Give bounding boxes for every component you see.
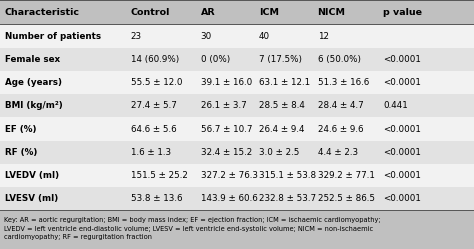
- Text: 252.5 ± 86.5: 252.5 ± 86.5: [318, 194, 374, 203]
- Bar: [0, 164, 474, 187]
- Text: 40: 40: [259, 32, 270, 41]
- Text: 56.7 ± 10.7: 56.7 ± 10.7: [201, 124, 252, 133]
- Text: 55.5 ± 12.0: 55.5 ± 12.0: [131, 78, 182, 87]
- Text: 32.4 ± 15.2: 32.4 ± 15.2: [201, 148, 252, 157]
- Text: 53.8 ± 13.6: 53.8 ± 13.6: [131, 194, 182, 203]
- Text: 7 (17.5%): 7 (17.5%): [259, 55, 302, 64]
- Text: 26.1 ± 3.7: 26.1 ± 3.7: [201, 101, 246, 110]
- Text: <0.0001: <0.0001: [383, 194, 421, 203]
- Text: 63.1 ± 12.1: 63.1 ± 12.1: [259, 78, 310, 87]
- Text: 315.1 ± 53.8: 315.1 ± 53.8: [259, 171, 316, 180]
- Text: 329.2 ± 77.1: 329.2 ± 77.1: [318, 171, 374, 180]
- Bar: [0, 24, 474, 48]
- Bar: [0, 141, 474, 164]
- Text: 6 (50.0%): 6 (50.0%): [318, 55, 361, 64]
- Text: 28.5 ± 8.4: 28.5 ± 8.4: [259, 101, 305, 110]
- Text: Characteristic: Characteristic: [5, 8, 80, 17]
- Text: 0 (0%): 0 (0%): [201, 55, 230, 64]
- Text: EF (%): EF (%): [5, 124, 36, 133]
- Text: 4.4 ± 2.3: 4.4 ± 2.3: [318, 148, 358, 157]
- Text: Control: Control: [131, 8, 170, 17]
- Text: <0.0001: <0.0001: [383, 78, 421, 87]
- Text: ICM: ICM: [259, 8, 279, 17]
- Text: 23: 23: [131, 32, 142, 41]
- Text: 64.6 ± 5.6: 64.6 ± 5.6: [131, 124, 176, 133]
- Text: p value: p value: [383, 8, 422, 17]
- Text: 14 (60.9%): 14 (60.9%): [131, 55, 179, 64]
- Bar: [0, 48, 474, 71]
- Text: <0.0001: <0.0001: [383, 55, 421, 64]
- Bar: [0, 94, 474, 117]
- Text: <0.0001: <0.0001: [383, 148, 421, 157]
- Text: 327.2 ± 76.3: 327.2 ± 76.3: [201, 171, 257, 180]
- Text: RF (%): RF (%): [5, 148, 37, 157]
- Text: 3.0 ± 2.5: 3.0 ± 2.5: [259, 148, 299, 157]
- Text: 12: 12: [318, 32, 328, 41]
- Text: 0.441: 0.441: [383, 101, 408, 110]
- Text: <0.0001: <0.0001: [383, 124, 421, 133]
- Bar: [0, 117, 474, 141]
- Text: LVESV (ml): LVESV (ml): [5, 194, 58, 203]
- Text: 143.9 ± 60.6: 143.9 ± 60.6: [201, 194, 257, 203]
- Bar: [0, 71, 474, 94]
- Text: Female sex: Female sex: [5, 55, 60, 64]
- Text: AR: AR: [201, 8, 215, 17]
- Text: 39.1 ± 16.0: 39.1 ± 16.0: [201, 78, 252, 87]
- Text: <0.0001: <0.0001: [383, 171, 421, 180]
- Text: LVEDV (ml): LVEDV (ml): [5, 171, 59, 180]
- Text: 27.4 ± 5.7: 27.4 ± 5.7: [131, 101, 177, 110]
- Text: Key: AR = aortic regurgitation; BMI = body mass index; EF = ejection fraction; I: Key: AR = aortic regurgitation; BMI = bo…: [4, 217, 380, 241]
- Bar: [0, 210, 474, 249]
- Text: 24.6 ± 9.6: 24.6 ± 9.6: [318, 124, 363, 133]
- Text: 1.6 ± 1.3: 1.6 ± 1.3: [131, 148, 171, 157]
- Text: 232.8 ± 53.7: 232.8 ± 53.7: [259, 194, 316, 203]
- Text: NICM: NICM: [318, 8, 346, 17]
- Text: BMI (kg/m²): BMI (kg/m²): [5, 101, 63, 110]
- Bar: [0, 187, 474, 210]
- Text: 30: 30: [201, 32, 212, 41]
- Text: Number of patients: Number of patients: [5, 32, 101, 41]
- Text: 151.5 ± 25.2: 151.5 ± 25.2: [131, 171, 188, 180]
- Text: Age (years): Age (years): [5, 78, 62, 87]
- Text: 28.4 ± 4.7: 28.4 ± 4.7: [318, 101, 364, 110]
- Bar: [0, 0, 474, 24]
- Text: 51.3 ± 16.6: 51.3 ± 16.6: [318, 78, 369, 87]
- Text: 26.4 ± 9.4: 26.4 ± 9.4: [259, 124, 304, 133]
